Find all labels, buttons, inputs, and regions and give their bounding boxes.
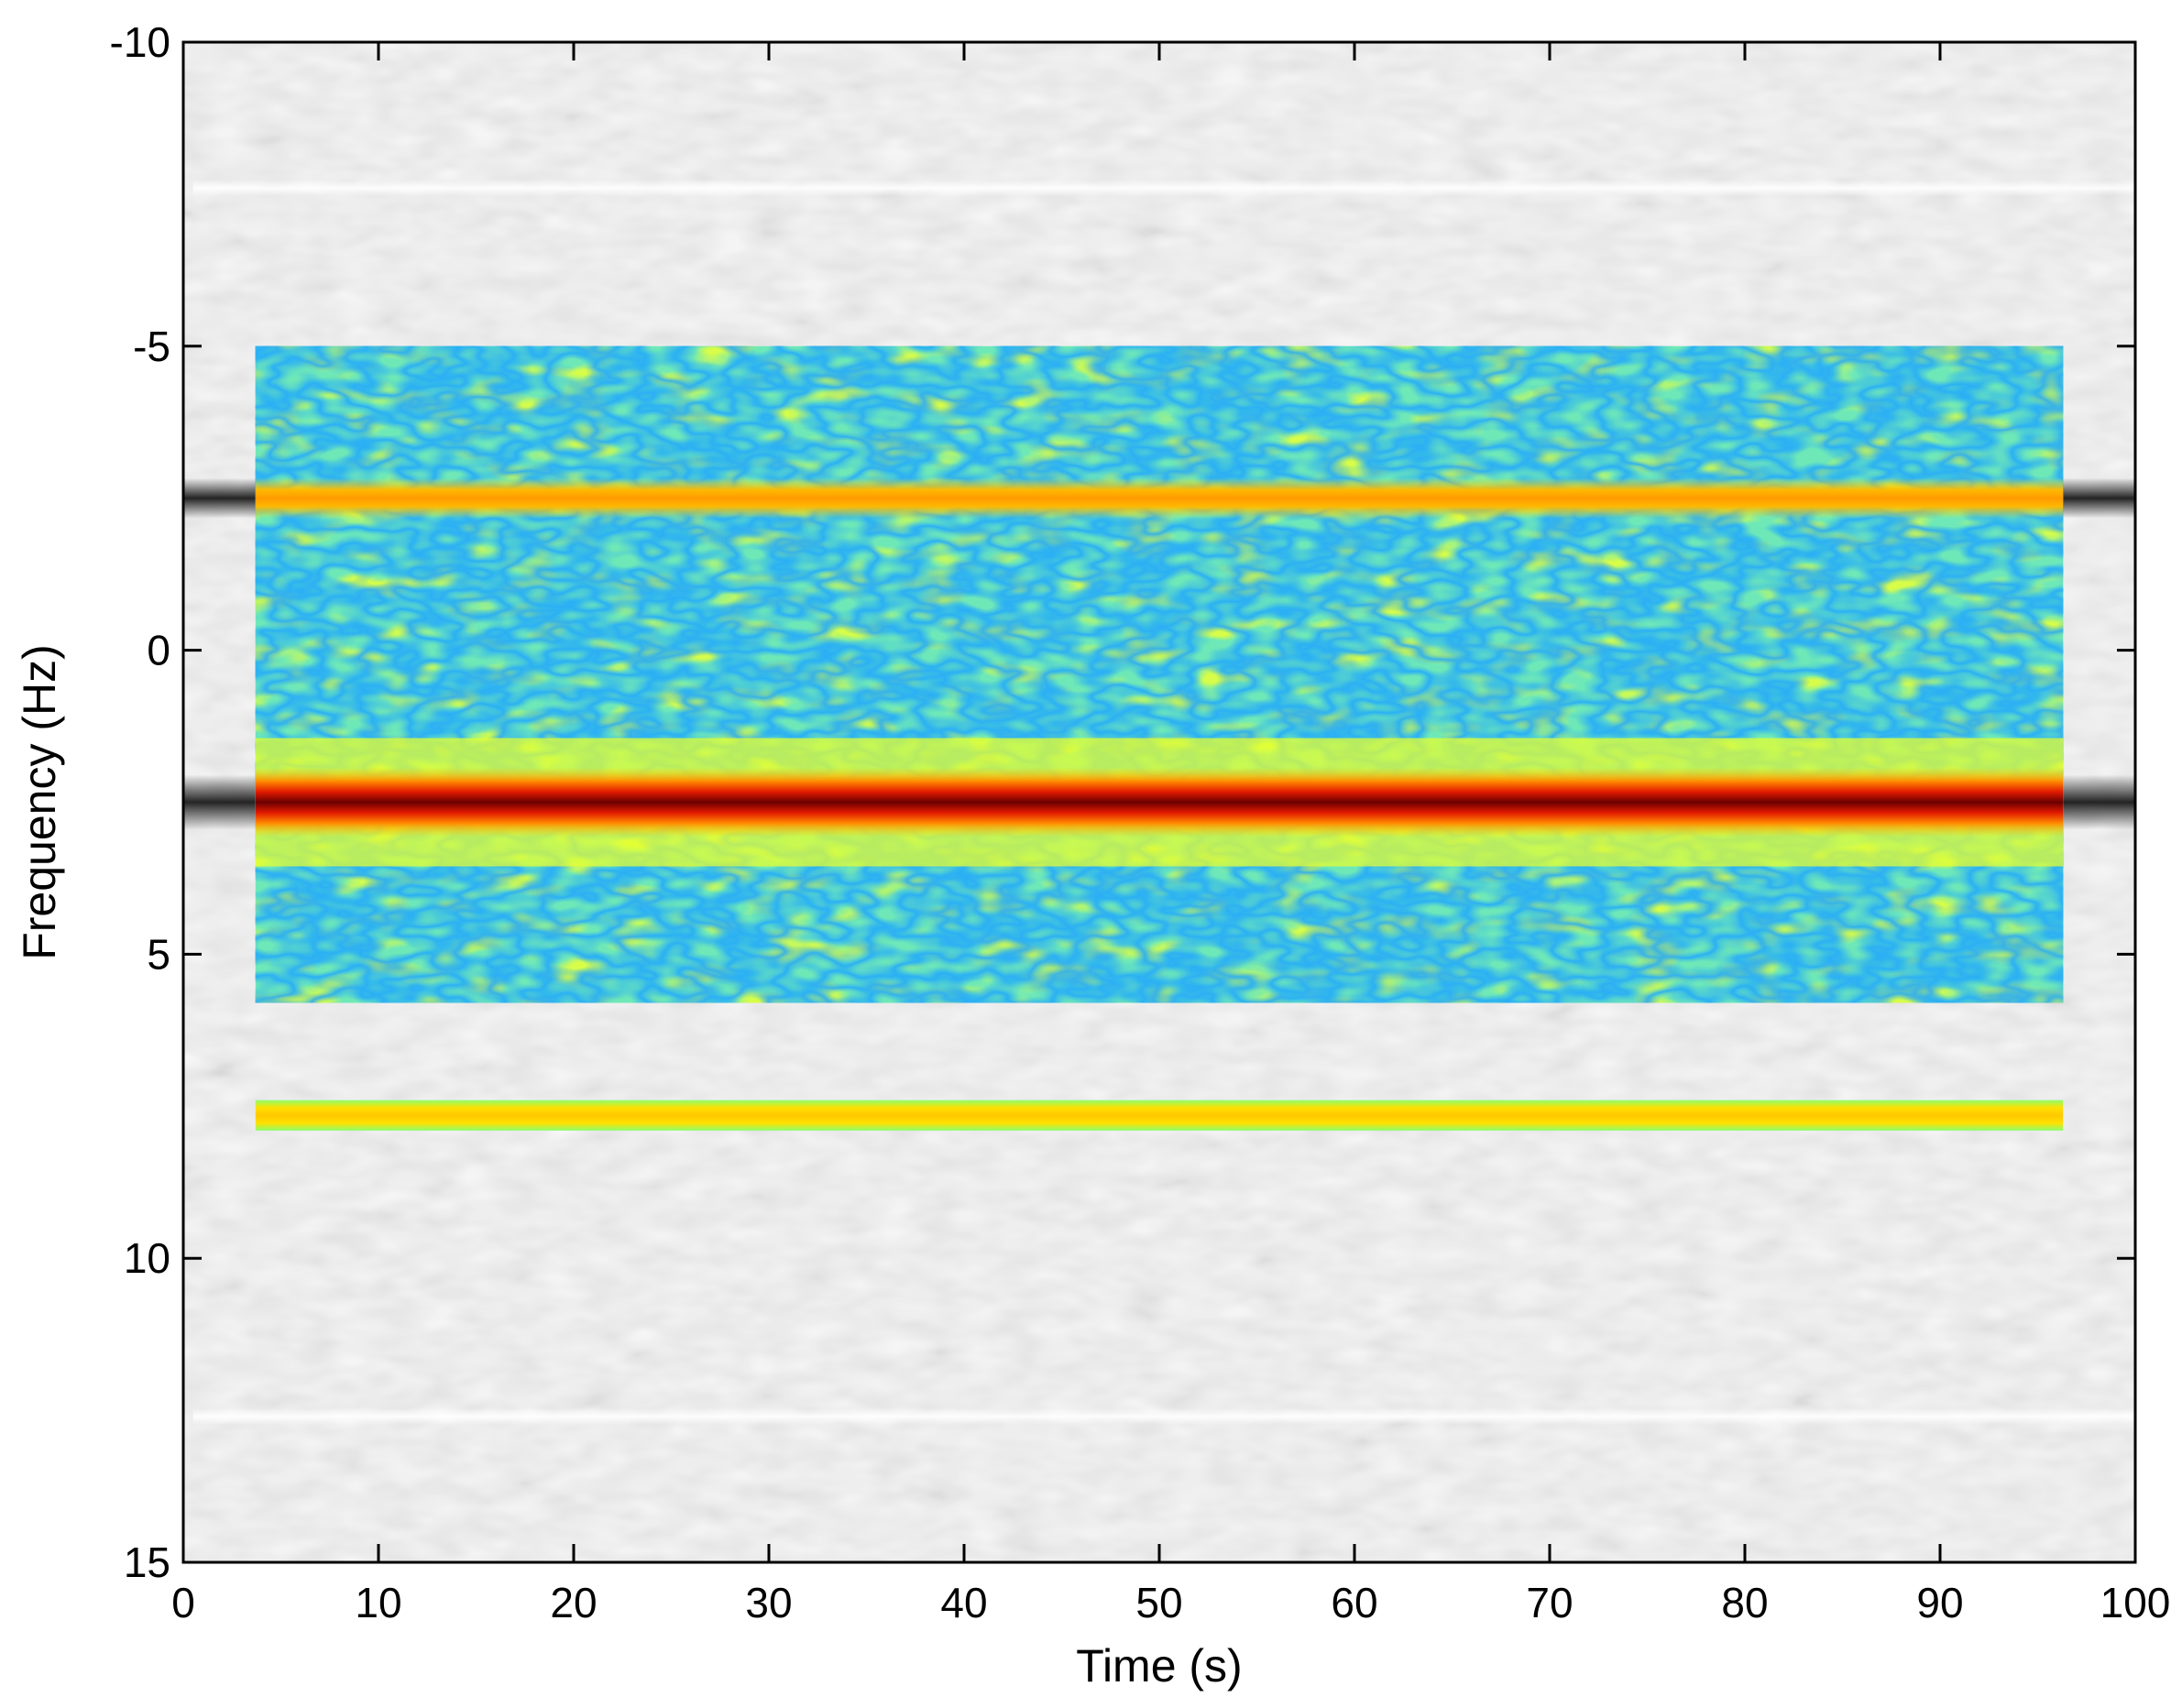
faint-line-1 <box>192 180 2135 197</box>
tick-labels: 0 10 20 30 40 50 60 70 80 90 100 -10 -5 0 5 10 15 <box>110 18 2171 1626</box>
x-tick-label: 30 <box>745 1579 792 1626</box>
x-tick-label: 0 <box>171 1579 195 1626</box>
x-tick-label: 60 <box>1331 1579 1377 1626</box>
x-tick-label: 100 <box>2100 1579 2171 1626</box>
y-axis-label: Frequency (Hz) <box>14 644 65 960</box>
x-axis-label: Time (s) <box>1076 1640 1242 1692</box>
x-tick-label: 90 <box>1916 1579 1963 1626</box>
spectral-line-medium <box>255 477 2064 519</box>
x-tick-label: 40 <box>940 1579 987 1626</box>
y-tick-label: 10 <box>124 1234 170 1282</box>
x-tick-label: 50 <box>1135 1579 1182 1626</box>
x-tick-label: 80 <box>1721 1579 1768 1626</box>
y-tick-label: 15 <box>124 1538 170 1586</box>
y-tick-label: -5 <box>133 323 170 370</box>
spectral-line-yellow-strip <box>255 1100 2064 1131</box>
x-tick-label: 10 <box>355 1579 401 1626</box>
y-tick-label: 0 <box>147 627 170 674</box>
x-tick-label: 70 <box>1526 1579 1573 1626</box>
faint-line-2 <box>192 1407 2135 1425</box>
plot-area <box>183 42 2135 1562</box>
tick-marks <box>181 40 2137 1564</box>
y-tick-label: 5 <box>147 930 170 978</box>
x-tick-label: 20 <box>550 1579 597 1626</box>
y-tick-label: -10 <box>110 18 170 66</box>
spectral-line-strong <box>255 767 2064 838</box>
jet-region-blue-texture <box>255 345 2064 1003</box>
